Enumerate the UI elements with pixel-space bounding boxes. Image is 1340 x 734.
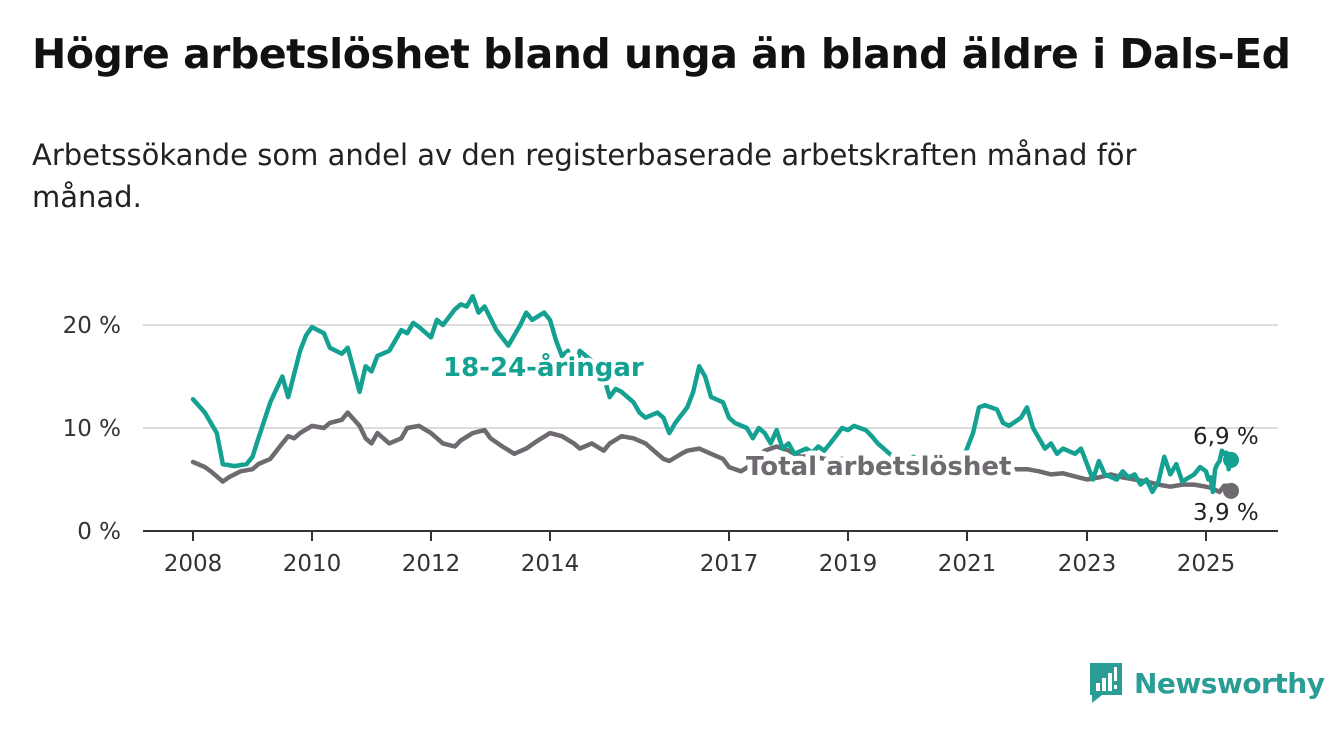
youth-end-marker — [1223, 451, 1239, 468]
x-tick-label: 2014 — [521, 551, 580, 577]
total-series-line — [190, 410, 1234, 495]
newsworthy-logo-icon — [1090, 663, 1122, 703]
x-tick-label: 2010 — [283, 551, 342, 577]
x-tick-label: 2025 — [1177, 551, 1236, 577]
x-tick-label: 2021 — [938, 551, 997, 577]
page-subtitle: Arbetssökande som andel av den registerb… — [32, 138, 1137, 214]
youth-end-label: 6,9 % — [1193, 424, 1259, 450]
brand-name: Newsworthy — [1134, 666, 1325, 700]
x-tick-label: 2017 — [700, 551, 759, 577]
series-label-total: Total arbetslöshet — [746, 452, 1011, 482]
series-label-youth: 18-24-åringar — [443, 351, 644, 383]
x-tick-label: 2008 — [164, 551, 223, 577]
grid-layer — [143, 324, 1278, 429]
youth-series-line — [190, 293, 1234, 495]
x-tick-label: 2019 — [819, 551, 878, 577]
page-title: Högre arbetslöshet bland unga än bland ä… — [32, 30, 1291, 78]
y-tick-label: 10 % — [63, 416, 121, 442]
total-end-label: 3,9 % — [1193, 500, 1259, 526]
x-tick-label: 2023 — [1058, 551, 1117, 577]
y-tick-label: 20 % — [63, 313, 121, 339]
x-tick-label: 2012 — [402, 551, 461, 577]
series-layer — [190, 293, 1234, 495]
total-end-marker — [1223, 482, 1239, 499]
y-tick-label: 0 % — [77, 519, 121, 545]
label-layer: 18-24-åringar Total arbetslöshet 6,9 % 3,9 … — [439, 347, 1259, 526]
axis-layer: 0 % 10 % 20 % 2008 2010 2012 2014 2017 2019 2021 2… — [63, 313, 1278, 577]
brand-logo: Newsworthy — [1088, 660, 1325, 706]
